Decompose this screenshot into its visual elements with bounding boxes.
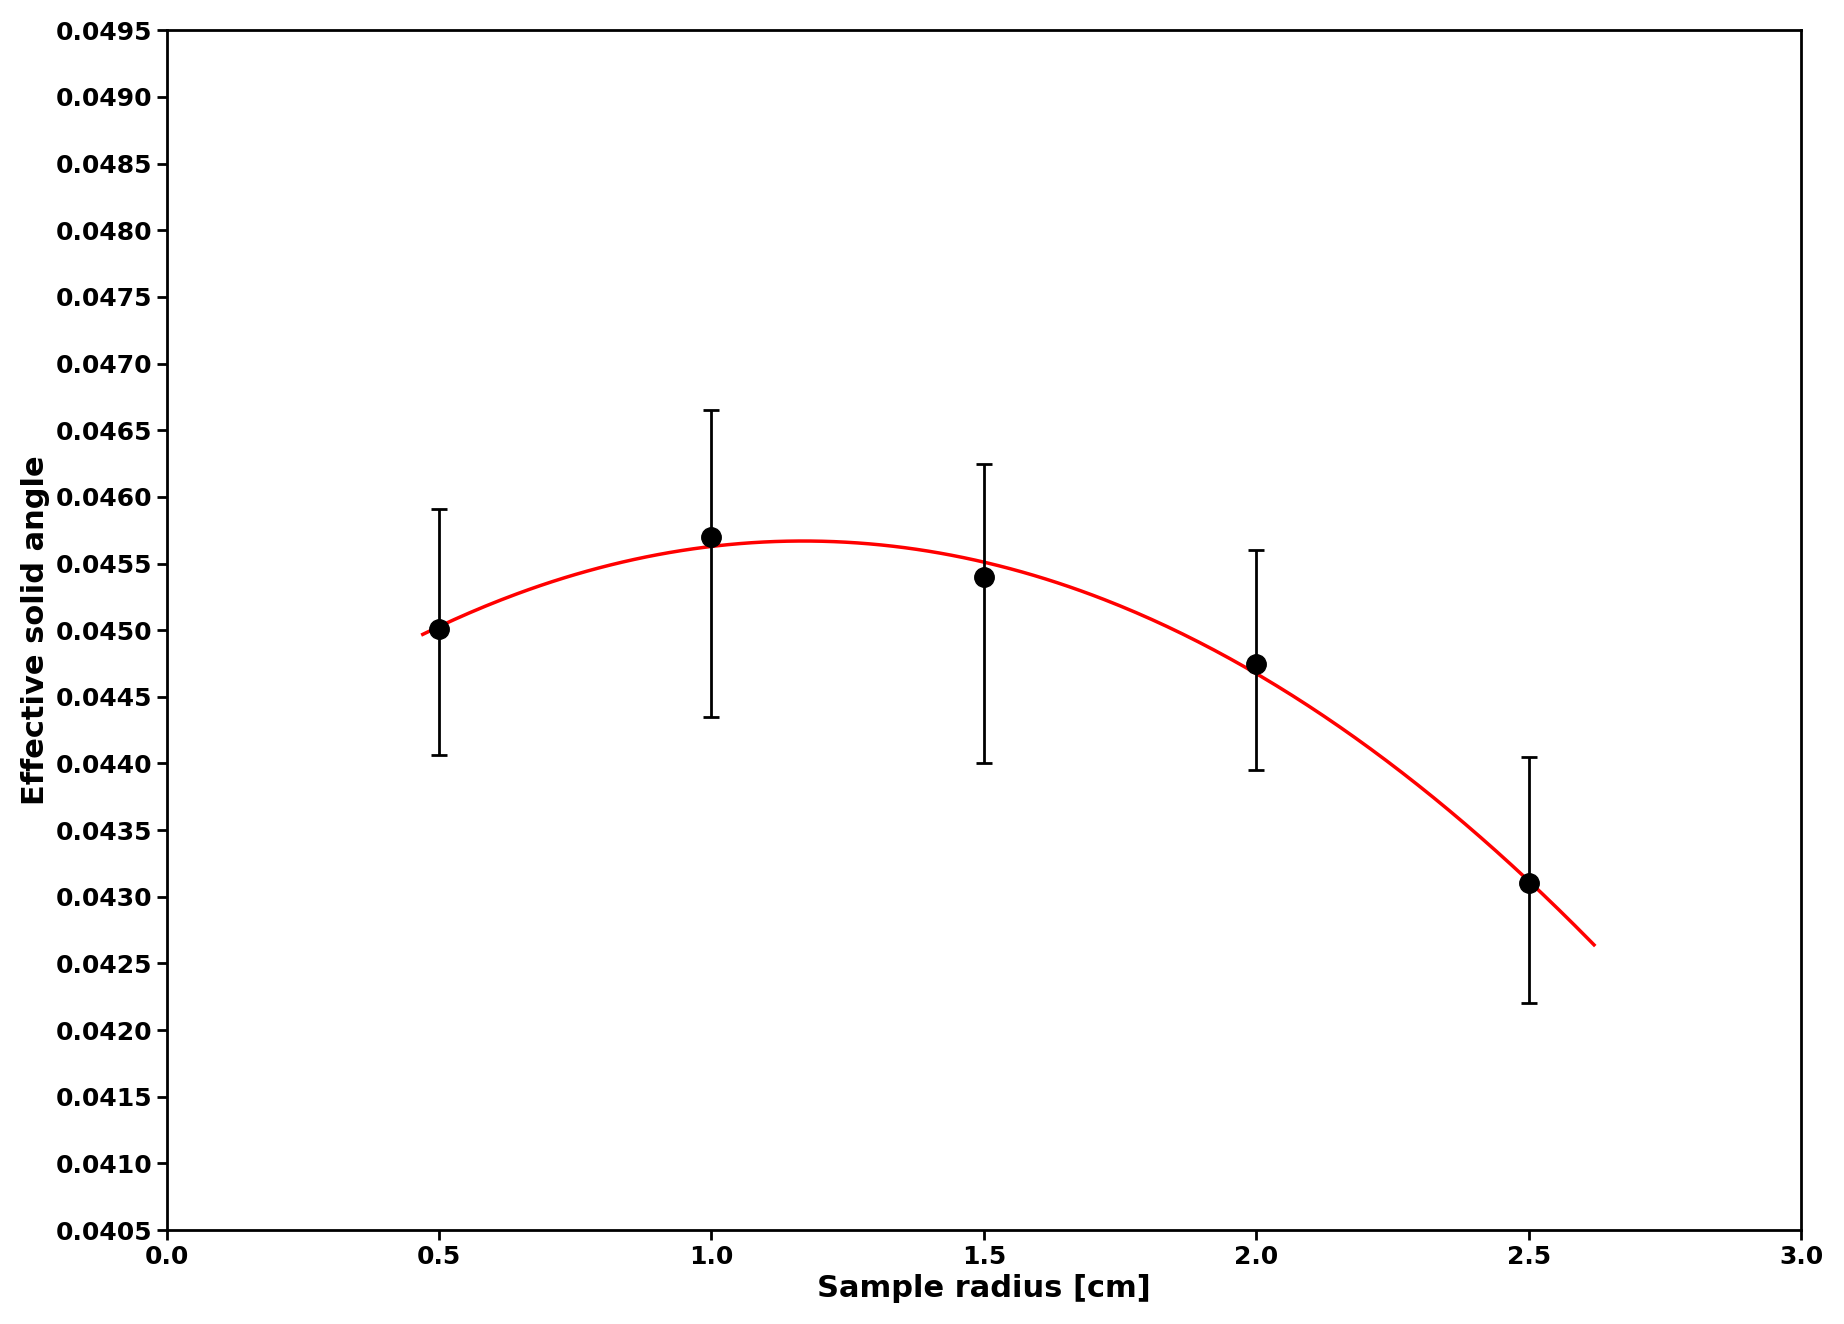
X-axis label: Sample radius [cm]: Sample radius [cm] [817,1274,1151,1303]
Y-axis label: Effective solid angle: Effective solid angle [20,455,50,805]
